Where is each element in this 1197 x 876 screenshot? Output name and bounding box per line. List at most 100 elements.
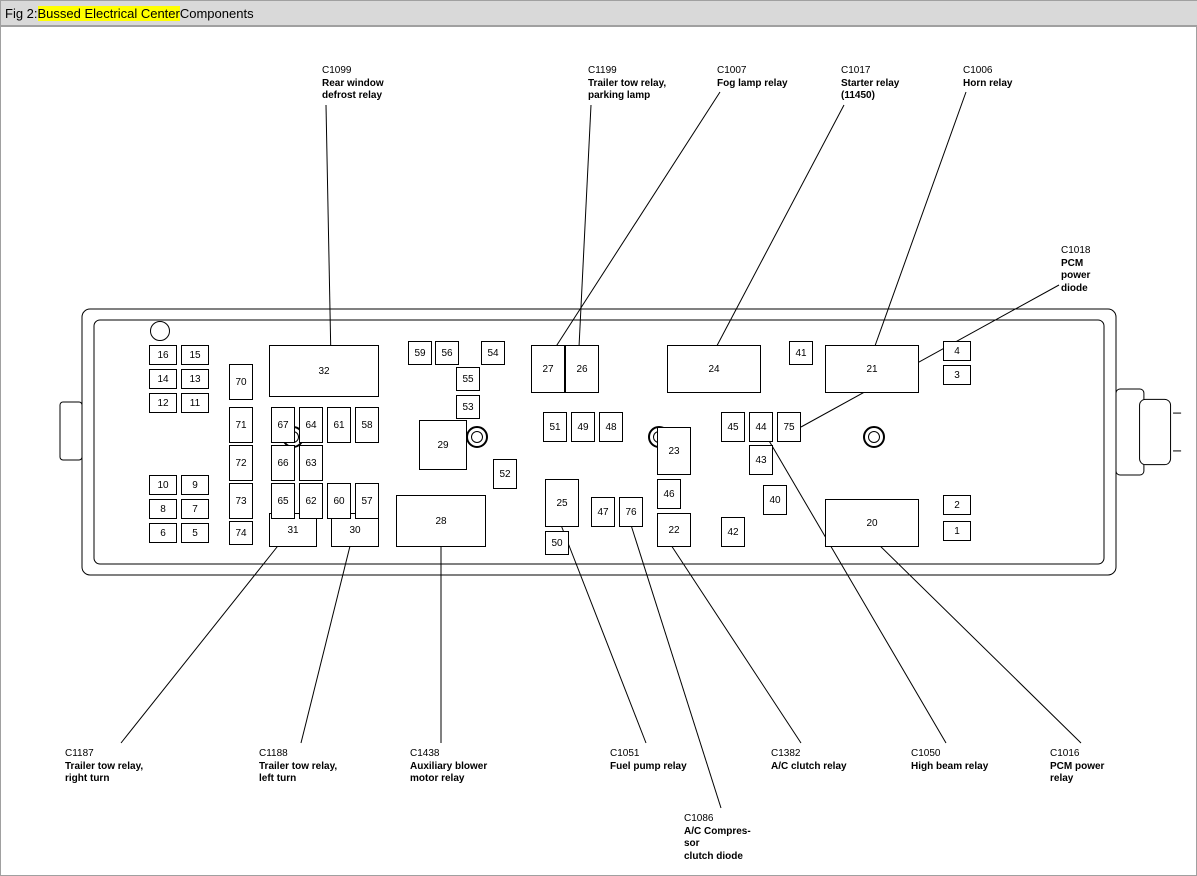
slot-46: 46 xyxy=(657,479,681,509)
callout-code: C1017 xyxy=(841,65,899,78)
callout-desc: A/C Compres- sor clutch diode xyxy=(684,826,751,864)
callout-code: C1382 xyxy=(771,748,847,761)
callout-code: C1086 xyxy=(684,813,751,826)
slot-42: 42 xyxy=(721,517,745,547)
callout-desc: PCM power diode xyxy=(1061,258,1090,296)
callout-c1050: C1050High beam relay xyxy=(911,748,988,773)
slot-48: 48 xyxy=(599,412,623,442)
callout-code: C1050 xyxy=(911,748,988,761)
slot-11: 11 xyxy=(181,393,209,413)
slot-15: 15 xyxy=(181,345,209,365)
slot-32: 32 xyxy=(269,345,379,397)
callout-desc: Horn relay xyxy=(963,78,1012,91)
slot-50: 50 xyxy=(545,531,569,555)
callout-c1187: C1187Trailer tow relay, right turn xyxy=(65,748,143,786)
callout-desc: Trailer tow relay, left turn xyxy=(259,761,337,786)
leader-lines xyxy=(1,27,1196,875)
callout-desc: Rear window defrost relay xyxy=(322,78,384,103)
callout-code: C1199 xyxy=(588,65,666,78)
slot-52: 52 xyxy=(493,459,517,489)
slot-67: 67 xyxy=(271,407,295,443)
callout-code: C1007 xyxy=(717,65,788,78)
callout-code: C1187 xyxy=(65,748,143,761)
slot-28: 28 xyxy=(396,495,486,547)
screw-4 xyxy=(863,426,885,448)
callout-code: C1006 xyxy=(963,65,1012,78)
slot-70: 70 xyxy=(229,364,253,400)
callout-code: C1438 xyxy=(410,748,487,761)
callout-c1382: C1382A/C clutch relay xyxy=(771,748,847,773)
slot-14: 14 xyxy=(149,369,177,389)
callout-desc: PCM power relay xyxy=(1050,761,1104,786)
slot-45: 45 xyxy=(721,412,745,442)
slot-71: 71 xyxy=(229,407,253,443)
slot-58: 58 xyxy=(355,407,379,443)
slot-13: 13 xyxy=(181,369,209,389)
callout-c1018: C1018PCM power diode xyxy=(1061,245,1090,295)
slot-75: 75 xyxy=(777,412,801,442)
callout-code: C1051 xyxy=(610,748,687,761)
callout-c1086: C1086A/C Compres- sor clutch diode xyxy=(684,813,751,863)
slot-44: 44 xyxy=(749,412,773,442)
slot-23: 23 xyxy=(657,427,691,475)
mount-hole xyxy=(150,321,170,341)
callout-c1438: C1438Auxiliary blower motor relay xyxy=(410,748,487,786)
slot-24: 24 xyxy=(667,345,761,393)
callout-desc: Fuel pump relay xyxy=(610,761,687,774)
callout-desc: Trailer tow relay, right turn xyxy=(65,761,143,786)
callout-c1188: C1188Trailer tow relay, left turn xyxy=(259,748,337,786)
callout-desc: Trailer tow relay, parking lamp xyxy=(588,78,666,103)
slot-27: 27 xyxy=(531,345,565,393)
slot-20: 20 xyxy=(825,499,919,547)
slot-64: 64 xyxy=(299,407,323,443)
slot-16: 16 xyxy=(149,345,177,365)
callout-desc: High beam relay xyxy=(911,761,988,774)
slot-60: 60 xyxy=(327,483,351,519)
callout-code: C1016 xyxy=(1050,748,1104,761)
callout-c1016: C1016PCM power relay xyxy=(1050,748,1104,786)
slot-61: 61 xyxy=(327,407,351,443)
slot-43: 43 xyxy=(749,445,773,475)
callout-desc: Fog lamp relay xyxy=(717,78,788,91)
slot-66: 66 xyxy=(271,445,295,481)
title-prefix: Fig 2: xyxy=(5,6,38,21)
slot-4: 4 xyxy=(943,341,971,361)
slot-49: 49 xyxy=(571,412,595,442)
slot-7: 7 xyxy=(181,499,209,519)
callout-c1051: C1051Fuel pump relay xyxy=(610,748,687,773)
slot-10: 10 xyxy=(149,475,177,495)
callout-c1017: C1017Starter relay (11450) xyxy=(841,65,899,103)
slot-63: 63 xyxy=(299,445,323,481)
slot-8: 8 xyxy=(149,499,177,519)
slot-3: 3 xyxy=(943,365,971,385)
callout-c1199: C1199Trailer tow relay, parking lamp xyxy=(588,65,666,103)
callout-desc: Starter relay (11450) xyxy=(841,78,899,103)
slot-2: 2 xyxy=(943,495,971,515)
title-bar: Fig 2: Bussed Electrical Center Componen… xyxy=(0,0,1197,26)
callout-c1007: C1007Fog lamp relay xyxy=(717,65,788,90)
slot-76: 76 xyxy=(619,497,643,527)
callout-code: C1018 xyxy=(1061,245,1090,258)
callout-desc: A/C clutch relay xyxy=(771,761,847,774)
slot-62: 62 xyxy=(299,483,323,519)
callout-c1006: C1006Horn relay xyxy=(963,65,1012,90)
callout-desc: Auxiliary blower motor relay xyxy=(410,761,487,786)
slot-5: 5 xyxy=(181,523,209,543)
slot-29: 29 xyxy=(419,420,467,470)
slot-1: 1 xyxy=(943,521,971,541)
diagram-canvas: 1615141312111098765707172737432313067646… xyxy=(0,26,1197,876)
slot-53: 53 xyxy=(456,395,480,419)
slot-57: 57 xyxy=(355,483,379,519)
callout-c1099: C1099Rear window defrost relay xyxy=(322,65,384,103)
callout-code: C1188 xyxy=(259,748,337,761)
slot-65: 65 xyxy=(271,483,295,519)
slot-21: 21 xyxy=(825,345,919,393)
slot-40: 40 xyxy=(763,485,787,515)
slot-56: 56 xyxy=(435,341,459,365)
slot-12: 12 xyxy=(149,393,177,413)
slot-26: 26 xyxy=(565,345,599,393)
slot-72: 72 xyxy=(229,445,253,481)
title-highlight: Bussed Electrical Center xyxy=(38,6,180,21)
slot-6: 6 xyxy=(149,523,177,543)
callout-code: C1099 xyxy=(322,65,384,78)
